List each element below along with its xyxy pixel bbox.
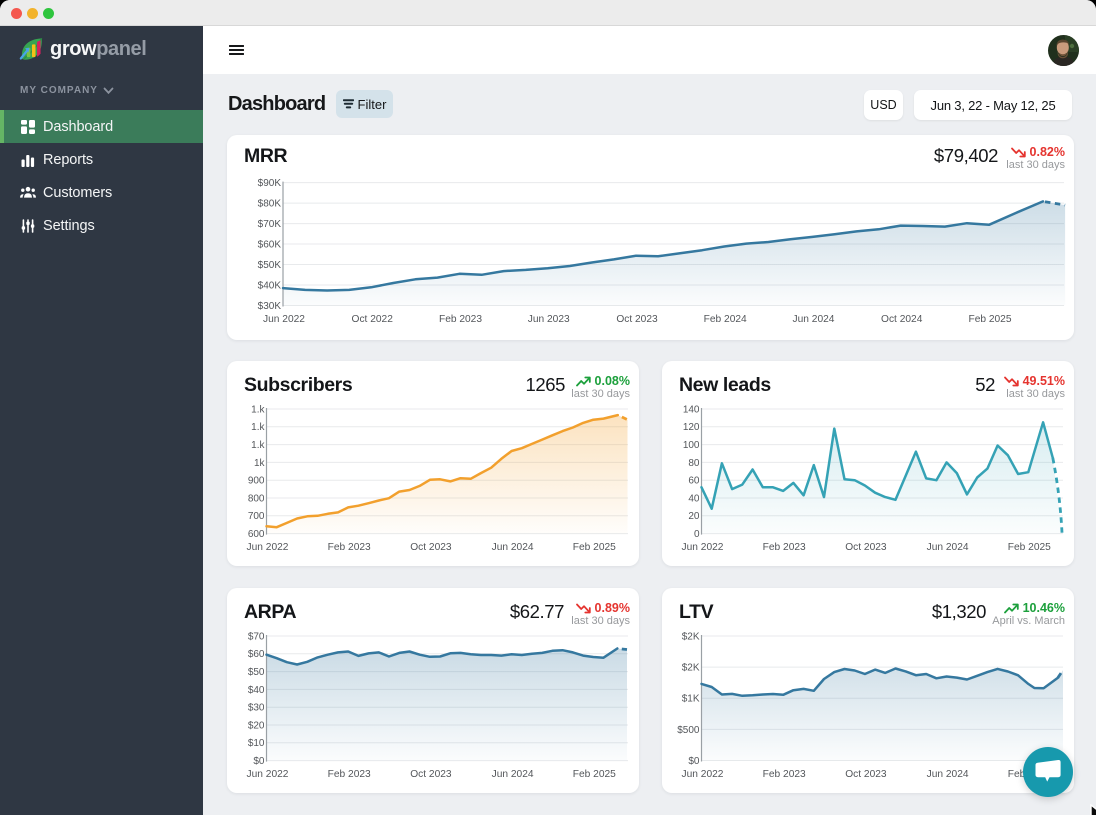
svg-text:Feb 2023: Feb 2023: [328, 542, 371, 553]
svg-text:Feb 2025: Feb 2025: [1008, 542, 1051, 553]
svg-text:1k: 1k: [254, 458, 266, 469]
svg-text:Feb 2025: Feb 2025: [573, 542, 616, 553]
svg-text:Feb 2023: Feb 2023: [439, 314, 482, 325]
svg-text:1.k: 1.k: [251, 440, 265, 451]
svg-text:40: 40: [688, 493, 700, 504]
svg-text:Jun 2022: Jun 2022: [682, 769, 724, 780]
svg-text:100: 100: [683, 440, 700, 451]
svg-text:$2K: $2K: [682, 631, 700, 642]
svg-text:700: 700: [248, 511, 265, 522]
svg-text:1.k: 1.k: [251, 404, 265, 415]
svg-text:Jun 2024: Jun 2024: [492, 769, 534, 780]
svg-text:20: 20: [688, 511, 700, 522]
svg-text:120: 120: [683, 422, 700, 433]
svg-text:$50K: $50K: [258, 260, 282, 271]
svg-text:80: 80: [688, 458, 700, 469]
svg-text:900: 900: [248, 476, 265, 487]
svg-text:$0: $0: [253, 756, 265, 767]
svg-text:Jun 2024: Jun 2024: [793, 314, 835, 325]
svg-text:800: 800: [248, 493, 265, 504]
svg-text:Feb 2023: Feb 2023: [763, 769, 806, 780]
svg-text:Jun 2022: Jun 2022: [247, 542, 289, 553]
svg-text:600: 600: [248, 529, 265, 540]
svg-text:Jun 2022: Jun 2022: [682, 542, 724, 553]
svg-text:Feb 2023: Feb 2023: [328, 769, 371, 780]
svg-text:$90K: $90K: [258, 178, 282, 189]
svg-text:$50: $50: [248, 667, 265, 678]
svg-text:Feb 2024: Feb 2024: [704, 314, 747, 325]
svg-text:$80K: $80K: [258, 198, 282, 209]
svg-text:$40K: $40K: [258, 280, 282, 291]
svg-text:Feb 2023: Feb 2023: [763, 542, 806, 553]
svg-text:60: 60: [688, 476, 700, 487]
svg-text:Oct 2022: Oct 2022: [352, 314, 394, 325]
svg-text:Oct 2023: Oct 2023: [616, 314, 658, 325]
svg-text:$1K: $1K: [682, 694, 700, 705]
svg-text:$30: $30: [248, 703, 265, 714]
svg-text:0: 0: [694, 529, 700, 540]
svg-text:Oct 2024: Oct 2024: [881, 314, 923, 325]
svg-text:Oct 2023: Oct 2023: [845, 769, 887, 780]
svg-text:1.k: 1.k: [251, 422, 265, 433]
svg-text:Feb 2025: Feb 2025: [968, 314, 1011, 325]
svg-text:$70K: $70K: [258, 219, 282, 230]
svg-text:Jun 2024: Jun 2024: [927, 769, 969, 780]
svg-text:Jun 2024: Jun 2024: [492, 542, 534, 553]
svg-text:Oct 2023: Oct 2023: [410, 769, 452, 780]
svg-text:$10: $10: [248, 738, 265, 749]
svg-text:$20: $20: [248, 720, 265, 731]
svg-text:Jun 2022: Jun 2022: [263, 314, 305, 325]
svg-text:Oct 2023: Oct 2023: [845, 542, 887, 553]
svg-text:Jun 2022: Jun 2022: [247, 769, 289, 780]
svg-text:Feb 2025: Feb 2025: [573, 769, 616, 780]
svg-text:$2K: $2K: [682, 663, 700, 674]
svg-text:$70: $70: [248, 631, 265, 642]
svg-text:Jun 2023: Jun 2023: [528, 314, 570, 325]
svg-text:$0: $0: [688, 756, 700, 767]
svg-text:$60K: $60K: [258, 239, 282, 250]
svg-text:$30K: $30K: [258, 301, 282, 312]
svg-text:Oct 2023: Oct 2023: [410, 542, 452, 553]
svg-text:$60: $60: [248, 649, 265, 660]
svg-text:Jun 2024: Jun 2024: [927, 542, 969, 553]
svg-text:$40: $40: [248, 685, 265, 696]
svg-text:140: 140: [683, 404, 700, 415]
svg-text:$500: $500: [677, 725, 700, 736]
